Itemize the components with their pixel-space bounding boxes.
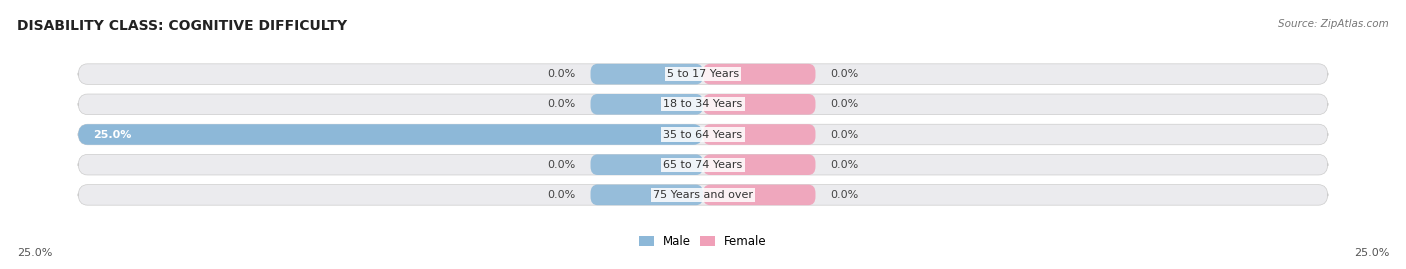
Text: 0.0%: 0.0%: [831, 190, 859, 200]
Text: 0.0%: 0.0%: [547, 160, 575, 170]
Text: 18 to 34 Years: 18 to 34 Years: [664, 99, 742, 109]
FancyBboxPatch shape: [591, 154, 703, 175]
FancyBboxPatch shape: [703, 154, 815, 175]
FancyBboxPatch shape: [591, 94, 703, 115]
FancyBboxPatch shape: [703, 94, 815, 115]
Text: 25.0%: 25.0%: [1354, 248, 1389, 258]
Text: 25.0%: 25.0%: [93, 129, 132, 140]
Text: 65 to 74 Years: 65 to 74 Years: [664, 160, 742, 170]
Text: 0.0%: 0.0%: [547, 99, 575, 109]
FancyBboxPatch shape: [79, 185, 1327, 205]
Text: DISABILITY CLASS: COGNITIVE DIFFICULTY: DISABILITY CLASS: COGNITIVE DIFFICULTY: [17, 19, 347, 33]
FancyBboxPatch shape: [703, 64, 815, 84]
FancyBboxPatch shape: [79, 94, 1327, 115]
FancyBboxPatch shape: [703, 124, 815, 145]
Text: 0.0%: 0.0%: [831, 99, 859, 109]
FancyBboxPatch shape: [591, 64, 703, 84]
FancyBboxPatch shape: [79, 154, 1327, 175]
Text: 0.0%: 0.0%: [831, 160, 859, 170]
FancyBboxPatch shape: [79, 124, 1327, 145]
FancyBboxPatch shape: [79, 64, 1327, 84]
Text: 25.0%: 25.0%: [17, 248, 52, 258]
Legend: Male, Female: Male, Female: [634, 230, 772, 253]
Text: 0.0%: 0.0%: [547, 69, 575, 79]
Text: 0.0%: 0.0%: [831, 129, 859, 140]
FancyBboxPatch shape: [591, 185, 703, 205]
Text: Source: ZipAtlas.com: Source: ZipAtlas.com: [1278, 19, 1389, 29]
Text: 75 Years and over: 75 Years and over: [652, 190, 754, 200]
Text: 5 to 17 Years: 5 to 17 Years: [666, 69, 740, 79]
FancyBboxPatch shape: [79, 124, 703, 145]
Text: 0.0%: 0.0%: [831, 69, 859, 79]
Text: 35 to 64 Years: 35 to 64 Years: [664, 129, 742, 140]
Text: 0.0%: 0.0%: [547, 190, 575, 200]
FancyBboxPatch shape: [703, 185, 815, 205]
